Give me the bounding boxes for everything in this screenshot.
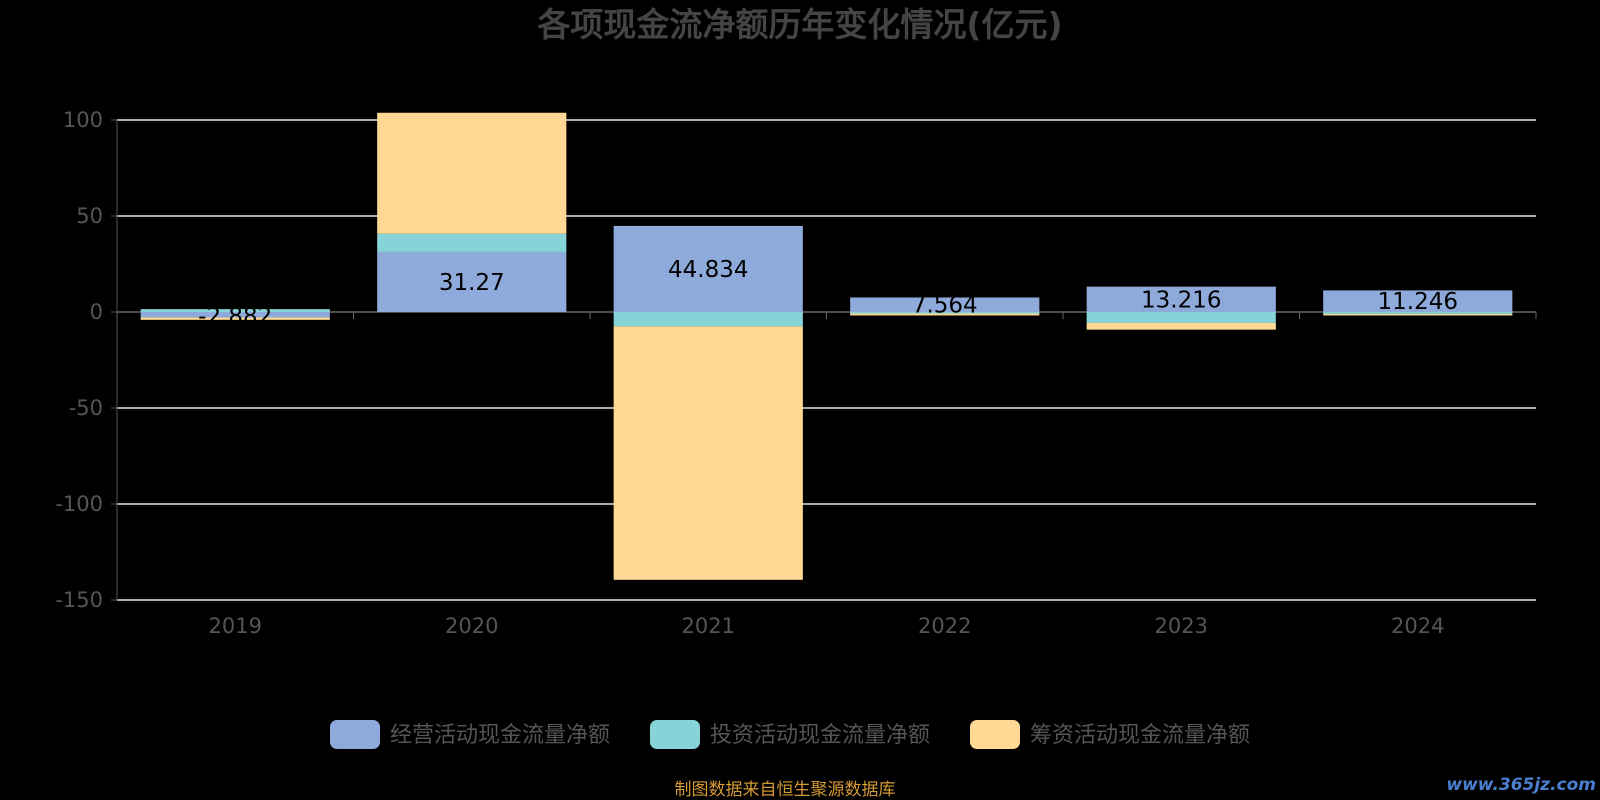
bar-2-2019 [140, 309, 330, 312]
data-label: 11.246 [1378, 289, 1458, 315]
bar-1-2019 [140, 312, 330, 318]
y-tick-label: -50 [69, 396, 103, 420]
x-tick-label: 2020 [445, 614, 498, 638]
data-label: -2.882 [198, 304, 272, 330]
y-tick-label: -150 [55, 588, 103, 612]
x-axis: 2019 2020 2021 2022 2023 2024 [116, 311, 1537, 638]
data-labels: -2.882 31.27 44.834 7.564 13.216 11.246 [198, 257, 1458, 330]
bar-2-2024 [1323, 312, 1513, 314]
bar-1-2023 [1086, 286, 1276, 312]
legend-swatch [970, 720, 1020, 749]
source-note: 制图数据来自恒生聚源数据库 [675, 780, 896, 800]
legend-label: 投资活动现金流量净额 [710, 723, 930, 748]
bar-2-2023 [1086, 312, 1276, 323]
bar-1-2021 [613, 225, 803, 312]
legend-label: 筹资活动现金流量净额 [1030, 723, 1250, 748]
legend-swatch [650, 720, 700, 749]
bar-series [140, 112, 1513, 580]
y-axis: 100 50 0 -50 -100 -150 [55, 108, 118, 612]
bar-2-2022 [850, 312, 1040, 314]
legend-swatch [330, 720, 380, 749]
data-label: 44.834 [668, 257, 748, 283]
bar-2-2021 [613, 312, 803, 327]
x-tick-label: 2024 [1391, 614, 1444, 638]
bar-3-2019 [140, 317, 330, 320]
x-tick-label: 2023 [1155, 614, 1208, 638]
data-label: 31.27 [439, 270, 505, 296]
legend-label: 经营活动现金流量净额 [390, 723, 610, 748]
watermark: www.365jz.com [1446, 775, 1596, 795]
data-label: 13.216 [1141, 287, 1221, 313]
grid-lines [117, 119, 1536, 601]
bar-1-2022 [850, 297, 1040, 312]
data-label: 7.564 [912, 293, 978, 319]
y-tick-label: 50 [76, 204, 103, 228]
bar-3-2020 [377, 112, 567, 234]
chart-title: 各项现金流净额历年变化情况(亿元) [536, 5, 1062, 44]
bar-2-2020 [377, 233, 567, 252]
bar-1-2020 [377, 251, 567, 312]
y-tick-label: 0 [90, 300, 103, 324]
bar-3-2021 [613, 326, 803, 580]
x-tick-label: 2019 [209, 614, 262, 638]
x-tick-label: 2021 [682, 614, 735, 638]
bar-3-2024 [1323, 313, 1513, 316]
legend: 经营活动现金流量净额 投资活动现金流量净额 筹资活动现金流量净额 [330, 720, 1250, 749]
y-tick-label: 100 [63, 108, 103, 132]
bar-3-2023 [1086, 322, 1276, 330]
bar-3-2022 [850, 313, 1040, 316]
x-tick-label: 2022 [918, 614, 971, 638]
y-tick-label: -100 [55, 492, 103, 516]
bar-1-2024 [1323, 290, 1513, 312]
